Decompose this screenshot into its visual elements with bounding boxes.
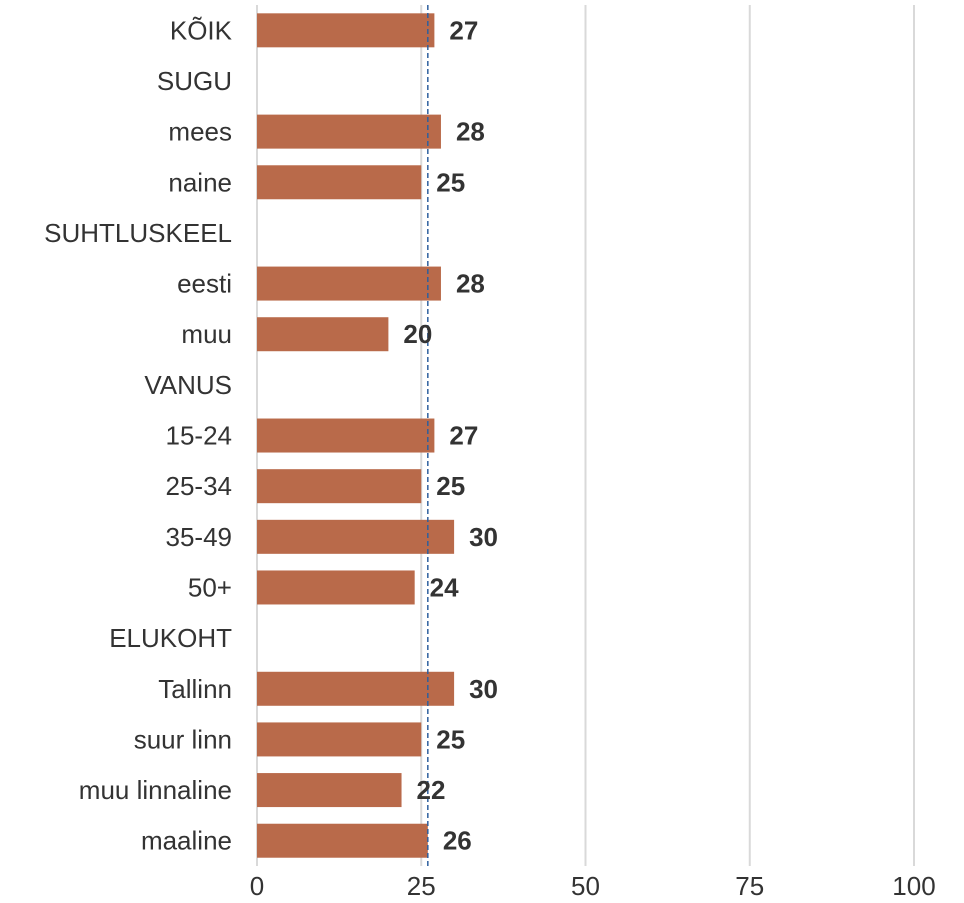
bar — [257, 13, 435, 48]
category-label: suur linn — [134, 724, 232, 754]
value-label: 28 — [456, 117, 485, 147]
bar — [257, 266, 441, 301]
value-label: 30 — [469, 522, 498, 552]
category-label: KÕIK — [170, 15, 233, 45]
value-label: 22 — [417, 775, 446, 805]
bar — [257, 671, 455, 706]
category-label: VANUS — [144, 370, 232, 400]
bar — [257, 722, 422, 757]
value-label: 28 — [456, 269, 485, 299]
value-label: 25 — [436, 471, 465, 501]
value-label: 27 — [449, 15, 478, 45]
value-label: 25 — [436, 724, 465, 754]
x-tick-label: 100 — [892, 871, 935, 898]
bar — [257, 114, 441, 149]
value-label: 26 — [443, 826, 472, 856]
category-label: 15-24 — [166, 421, 233, 451]
category-label: maaline — [141, 826, 232, 856]
value-label: 25 — [436, 167, 465, 197]
value-label: 20 — [403, 319, 432, 349]
value-label: 27 — [449, 421, 478, 451]
category-label: 25-34 — [166, 471, 233, 501]
category-label: muu — [181, 319, 232, 349]
category-label: 35-49 — [166, 522, 233, 552]
x-tick-label: 75 — [735, 871, 764, 898]
bar — [257, 469, 422, 504]
bar — [257, 570, 415, 605]
bar — [257, 317, 389, 352]
bar — [257, 519, 455, 554]
x-axis-ticks: 0 25 50 75 100 — [250, 871, 936, 901]
value-label: 24 — [430, 572, 459, 602]
category-label: naine — [168, 167, 232, 197]
value-label: 30 — [469, 674, 498, 704]
category-label: SUHTLUSKEEL — [44, 218, 232, 248]
bar — [257, 165, 422, 200]
category-label: mees — [168, 117, 232, 147]
bar — [257, 418, 435, 453]
x-tick-label: 50 — [571, 871, 600, 898]
category-labels: KÕIK SUGU mees naine SUHTLUSKEEL eesti muu VANU… — [44, 15, 232, 855]
x-tick-label: 0 — [250, 871, 264, 898]
category-label: 50+ — [188, 572, 232, 602]
category-label: muu linnaline — [79, 775, 232, 805]
bar — [257, 823, 428, 858]
category-label: ELUKOHT — [109, 623, 232, 653]
category-label: Tallinn — [158, 674, 232, 704]
bar — [257, 773, 402, 808]
x-tick-label: 25 — [407, 871, 436, 898]
category-label: eesti — [177, 269, 232, 299]
bars — [257, 13, 455, 858]
category-label: SUGU — [157, 66, 232, 96]
